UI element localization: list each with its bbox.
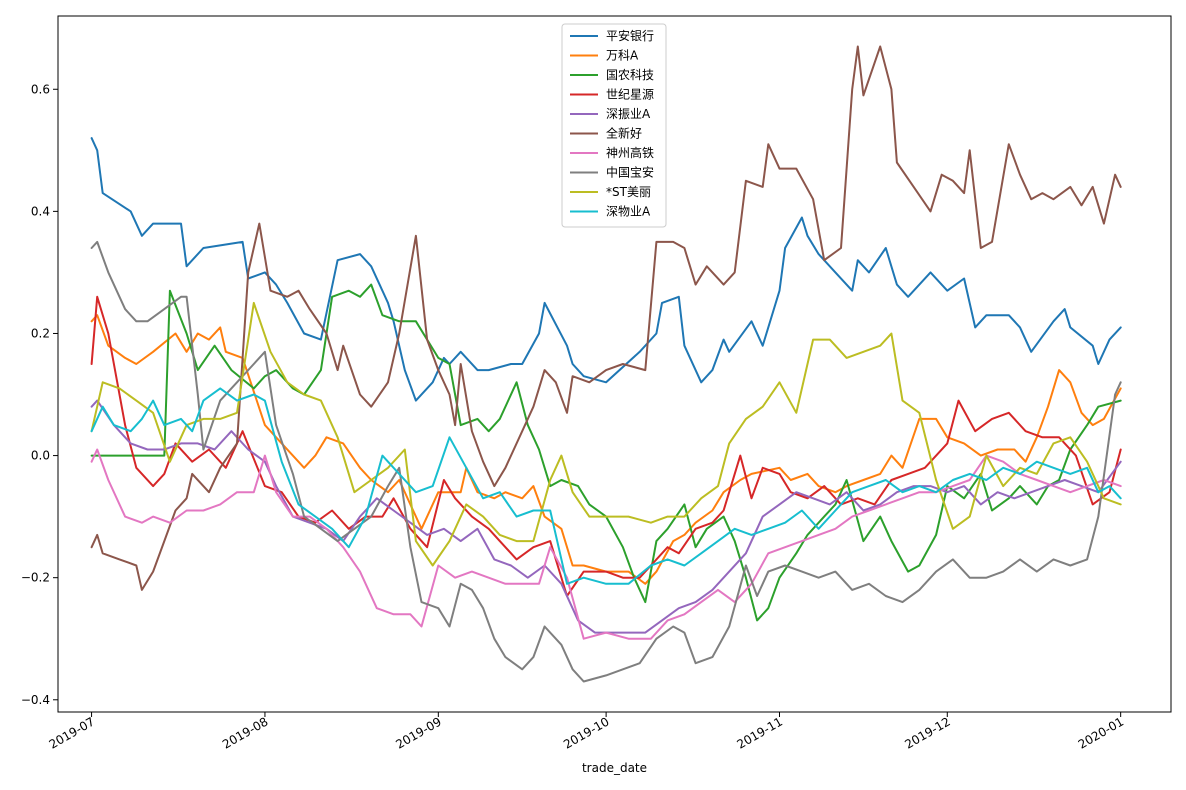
legend-label-1: 万科A bbox=[606, 49, 639, 63]
series-line-6 bbox=[90, 448, 1122, 640]
legend-label-0: 平安银行 bbox=[606, 28, 654, 43]
series-layer bbox=[90, 45, 1122, 683]
y-tick-label-5: 0.6 bbox=[31, 82, 50, 96]
legend-label-5: 全新好 bbox=[606, 126, 642, 141]
y-axis: −0.4 −0.2 0.0 0.2 0.4 0.6 bbox=[21, 82, 58, 707]
legend-label-8: *ST美丽 bbox=[606, 185, 651, 199]
legend-label-7: 中国宝安 bbox=[606, 165, 654, 180]
series-line-4 bbox=[90, 399, 1122, 634]
series-line-7 bbox=[90, 240, 1122, 683]
y-tick-label-3: 0.2 bbox=[31, 326, 50, 340]
series-line-2 bbox=[90, 283, 1122, 622]
series-line-9 bbox=[90, 387, 1122, 585]
legend-label-3: 世纪星源 bbox=[606, 88, 654, 102]
plot-frame bbox=[57, 15, 1172, 713]
y-tick-label-4: 0.4 bbox=[31, 204, 50, 218]
series-line-0 bbox=[90, 137, 1122, 402]
series-line-5 bbox=[90, 45, 1122, 591]
series-line-8 bbox=[90, 301, 1122, 567]
y-tick-label-2: 0.0 bbox=[31, 449, 50, 463]
legend-label-9: 深物业A bbox=[606, 205, 651, 219]
legend-label-2: 国农科技 bbox=[606, 68, 654, 82]
y-tick-label-1: −0.2 bbox=[21, 571, 50, 585]
y-tick-label-0: −0.4 bbox=[21, 693, 50, 707]
legend-label-4: 深振业A bbox=[606, 107, 651, 121]
x-axis-title: trade_date bbox=[582, 761, 647, 775]
series-line-3 bbox=[90, 295, 1122, 597]
legend-label-6: 神州高铁 bbox=[606, 145, 654, 160]
